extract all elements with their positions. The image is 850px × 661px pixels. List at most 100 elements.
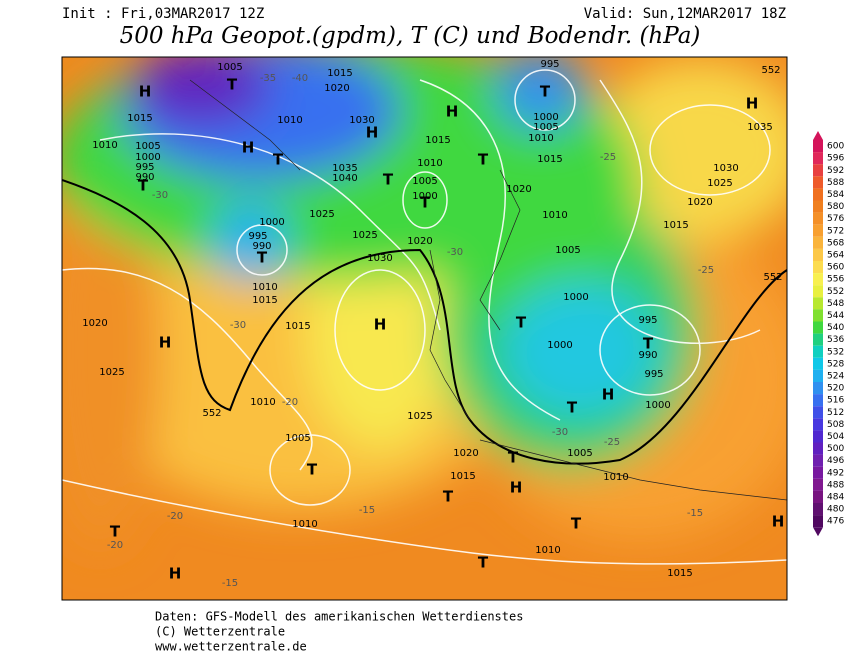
contour-label: 990	[252, 241, 271, 252]
contour-label: 995	[135, 162, 154, 173]
colorbar-swatch	[813, 309, 823, 322]
colorbar-swatch	[813, 454, 823, 467]
colorbar-label: 488	[827, 480, 844, 490]
contour-label: 1020	[506, 184, 531, 195]
contour-label: -15	[222, 578, 238, 589]
colorbar-label: 584	[827, 190, 844, 200]
colorbar-swatch	[813, 490, 823, 503]
colorbar-cap	[813, 527, 823, 537]
contour-label: 1015	[450, 471, 475, 482]
colorbar-label: 552	[827, 287, 844, 297]
pressure-center: H	[772, 513, 785, 531]
contour-label: 995	[638, 315, 657, 326]
colorbar-label: 596	[827, 154, 844, 164]
contour-label: -30	[447, 247, 463, 258]
colorbar-label: 496	[827, 456, 844, 466]
contour-label: 1015	[252, 295, 277, 306]
colorbar-label: 484	[827, 492, 844, 502]
colorbar-swatch	[813, 466, 823, 479]
contour-label: 1015	[667, 568, 692, 579]
pressure-center: T	[508, 449, 519, 467]
pressure-center: T	[540, 83, 551, 101]
colorbar-cap	[813, 131, 823, 140]
colorbar-label: 560	[827, 263, 844, 273]
colorbar-label: 532	[827, 347, 844, 357]
contour-label: 1010	[92, 140, 117, 151]
pressure-center: T	[227, 76, 238, 94]
colorbar-label: 528	[827, 359, 844, 369]
colorbar-swatch	[813, 285, 823, 298]
contour-label: 1000	[563, 292, 588, 303]
pressure-center: T	[516, 314, 527, 332]
colorbar-swatch	[813, 333, 823, 346]
pressure-center: H	[169, 565, 182, 583]
colorbar-label: 516	[827, 396, 844, 406]
map	[62, 57, 787, 600]
contour-label: 1005	[285, 433, 310, 444]
pressure-center: H	[446, 103, 459, 121]
footer-line: (C) Wetterzentrale	[155, 625, 285, 639]
contour-label: -15	[359, 505, 375, 516]
contour-label: -40	[292, 73, 308, 84]
contour-label: 1005	[555, 245, 580, 256]
colorbar-swatch	[813, 382, 823, 395]
contour-label: 1000	[645, 400, 670, 411]
contour-label: 1010	[542, 210, 567, 221]
colorbar-swatch	[813, 442, 823, 455]
colorbar-label: 564	[827, 250, 844, 260]
colorbar-swatch	[813, 236, 823, 249]
contour-label: 990	[135, 172, 154, 183]
colorbar-swatch	[813, 140, 823, 153]
colorbar-swatch	[813, 321, 823, 334]
contour-label: 1015	[537, 154, 562, 165]
colorbar-label: 524	[827, 371, 844, 381]
colorbar-label: 576	[827, 214, 844, 224]
footer-line: Daten: GFS-Modell des amerikanischen Wet…	[155, 610, 523, 624]
contour-label: 1010	[528, 133, 553, 144]
contour-label: 1020	[407, 236, 432, 247]
contour-label: 990	[638, 350, 657, 361]
contour-label: 552	[763, 272, 782, 283]
contour-label: 1010	[277, 115, 302, 126]
init-time: Init : Fri,03MAR2017 12Z	[62, 6, 264, 22]
colorbar-label: 520	[827, 384, 844, 394]
colorbar-label: 588	[827, 178, 844, 188]
contour-label: -30	[152, 190, 168, 201]
contour-label: 1025	[352, 230, 377, 241]
colorbar-label: 504	[827, 432, 844, 442]
colorbar-swatch	[813, 176, 823, 189]
footer-line: www.wetterzentrale.de	[155, 640, 307, 654]
contour-label: -20	[167, 511, 183, 522]
colorbar-swatch	[813, 406, 823, 419]
contour-label: 1020	[82, 318, 107, 329]
colorbar-swatch	[813, 188, 823, 201]
pressure-center: H	[159, 334, 172, 352]
contour-label: -25	[600, 152, 616, 163]
colorbar-label: 500	[827, 444, 844, 454]
pressure-center: T	[257, 249, 268, 267]
colorbar-swatch	[813, 430, 823, 443]
contour-label: -35	[260, 73, 276, 84]
pressure-center: T	[478, 151, 489, 169]
contour-label: 1020	[453, 448, 478, 459]
map-frame	[61, 56, 788, 601]
contour-label: -15	[687, 508, 703, 519]
contour-label: 1015	[425, 135, 450, 146]
colorbar-label: 592	[827, 166, 844, 176]
colorbar-swatch	[813, 212, 823, 225]
contour-label: 1005	[567, 448, 592, 459]
colorbar-label: 540	[827, 323, 844, 333]
contour-label: 1025	[707, 178, 732, 189]
colorbar-swatch	[813, 152, 823, 165]
contour-label: 1010	[603, 472, 628, 483]
contour-label: 1005	[412, 176, 437, 187]
pressure-center: H	[374, 316, 387, 334]
colorbar-label: 508	[827, 420, 844, 430]
pressure-center: T	[643, 335, 654, 353]
pressure-center: H	[242, 139, 255, 157]
colorbar-swatch	[813, 503, 823, 516]
contour-label: 1025	[99, 367, 124, 378]
colorbar-swatch	[813, 345, 823, 358]
pressure-center: T	[138, 177, 149, 195]
colorbar-swatch	[813, 261, 823, 274]
